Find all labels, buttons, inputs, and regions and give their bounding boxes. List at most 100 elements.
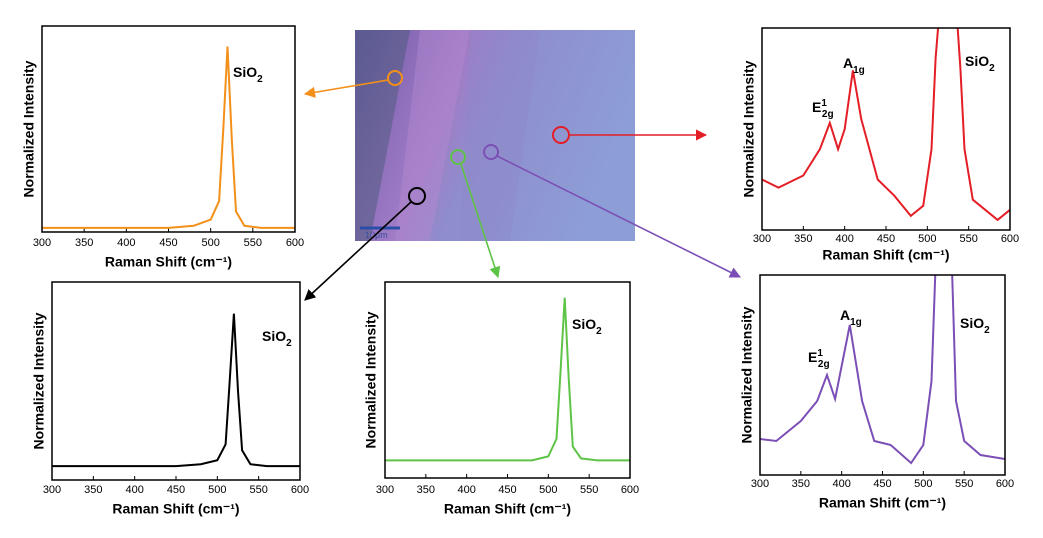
spectrum-line [385, 297, 630, 462]
arrow [496, 155, 742, 278]
x-tick-label: 450 [498, 484, 516, 496]
x-tick-label: 600 [286, 237, 304, 249]
spectrum-line [762, 28, 1010, 222]
annotation-base: E [812, 99, 821, 115]
annotation-base: SiO [233, 64, 257, 80]
annotation-sub: 2 [989, 63, 995, 74]
x-tick-label: 400 [457, 484, 475, 496]
arrow [304, 201, 412, 301]
chart: 300 350 400 450 500 550 600 Raman Shift (cm⁻¹) N… [741, 27, 1019, 263]
peak-annotation: E1 2g [808, 348, 830, 370]
spectrum-line [760, 275, 1005, 465]
spectrum-line [42, 46, 295, 229]
peak-annotation: SiO2 [262, 328, 292, 349]
x-axis-label: Raman Shift (cm⁻¹) [105, 254, 232, 270]
peak-annotation: SiO2 [965, 53, 995, 74]
annotation-sup: 1 [817, 348, 823, 359]
annotation-base: SiO [262, 328, 286, 344]
x-tick-label: 450 [167, 484, 185, 496]
x-axis-label: Raman Shift (cm⁻¹) [444, 501, 571, 517]
annotation-base: SiO [965, 53, 989, 69]
x-tick-label: 400 [832, 478, 850, 490]
x-tick-label: 600 [291, 484, 309, 496]
y-axis-label: Normalized Intensity [363, 311, 379, 448]
x-tick-label: 400 [117, 237, 135, 249]
y-axis-label: Normalized Intensity [739, 306, 755, 443]
x-tick-label: 400 [125, 484, 143, 496]
x-tick-label: 600 [621, 484, 639, 496]
x-tick-label: 300 [753, 233, 771, 245]
plot-frame [41, 25, 296, 233]
x-tick-label: 600 [1001, 233, 1019, 245]
x-tick-label: 350 [792, 478, 810, 490]
annotation-sub: 2 [984, 325, 990, 336]
spot [408, 187, 426, 205]
annotation-sub: 2 [286, 338, 292, 349]
x-tick-label: 300 [376, 484, 394, 496]
peak-annotation: SiO2 [572, 316, 602, 337]
plot-frame [761, 27, 1011, 231]
y-axis-label: Normalized Intensity [741, 60, 757, 197]
peak-annotation: E1 2g [812, 98, 834, 120]
x-tick-label: 550 [959, 233, 977, 245]
arrow [460, 163, 501, 279]
x-tick-label: 550 [244, 237, 262, 249]
x-tick-label: 350 [417, 484, 435, 496]
x-tick-label: 350 [84, 484, 102, 496]
x-tick-label: 550 [580, 484, 598, 496]
annotation-sup: 1 [821, 98, 827, 109]
chart: 300 350 400 450 500 550 600 Raman Shift (cm⁻¹) N… [739, 274, 1014, 511]
x-tick-label: 450 [877, 233, 895, 245]
annotation-sub: 1g [850, 317, 862, 328]
annotation-sub: 2 [596, 326, 602, 337]
annotation-sub: 2g [822, 109, 834, 120]
peak-annotation: A1g [843, 55, 865, 76]
x-tick-label: 400 [835, 233, 853, 245]
arrows [303, 79, 742, 301]
x-tick-label: 500 [914, 478, 932, 490]
x-tick-label: 350 [75, 237, 93, 249]
spot [450, 149, 466, 165]
x-tick-label: 300 [751, 478, 769, 490]
chart: 300 350 400 450 500 550 600 Raman Shift (cm⁻¹) N… [31, 281, 309, 517]
x-tick-label: 500 [539, 484, 557, 496]
x-tick-label: 500 [918, 233, 936, 245]
x-axis-label: Raman Shift (cm⁻¹) [822, 247, 949, 263]
x-tick-label: 300 [43, 484, 61, 496]
annotation-base: SiO [572, 316, 596, 332]
y-axis-label: Normalized Intensity [21, 60, 37, 197]
x-tick-label: 450 [873, 478, 891, 490]
peak-annotation: SiO2 [960, 315, 990, 336]
x-axis-label: Raman Shift (cm⁻¹) [819, 495, 946, 511]
y-axis-label: Normalized Intensity [31, 312, 47, 449]
spot [483, 144, 499, 160]
chart: 300 350 400 450 500 550 600 Raman Shift (cm⁻¹) N… [363, 281, 639, 517]
annotation-sub: 1g [853, 65, 865, 76]
peak-annotation: A1g [840, 307, 862, 328]
annotation-base: A [840, 307, 850, 323]
spectrum-line [52, 313, 300, 468]
x-tick-label: 300 [33, 237, 51, 249]
annotation-base: A [843, 55, 853, 71]
annotation-base: E [808, 349, 817, 365]
flake-stripe [460, 30, 540, 241]
peak-annotation: SiO2 [233, 64, 263, 85]
x-tick-label: 450 [159, 237, 177, 249]
x-tick-label: 600 [996, 478, 1014, 490]
plot-frame [759, 274, 1006, 476]
x-tick-label: 350 [794, 233, 812, 245]
x-tick-label: 500 [208, 484, 226, 496]
chart: 300 350 400 450 500 550 600 Raman Shift (cm⁻¹) N… [21, 25, 304, 270]
annotation-base: SiO [960, 315, 984, 331]
plot-frame [51, 281, 301, 481]
x-tick-label: 500 [201, 237, 219, 249]
annotation-sub: 2g [818, 359, 830, 370]
annotation-sub: 2 [257, 74, 263, 85]
plot-frame [384, 281, 631, 479]
x-tick-label: 550 [955, 478, 973, 490]
arrow [303, 79, 389, 98]
x-tick-label: 550 [249, 484, 267, 496]
x-axis-label: Raman Shift (cm⁻¹) [112, 501, 239, 517]
spot [387, 70, 403, 86]
